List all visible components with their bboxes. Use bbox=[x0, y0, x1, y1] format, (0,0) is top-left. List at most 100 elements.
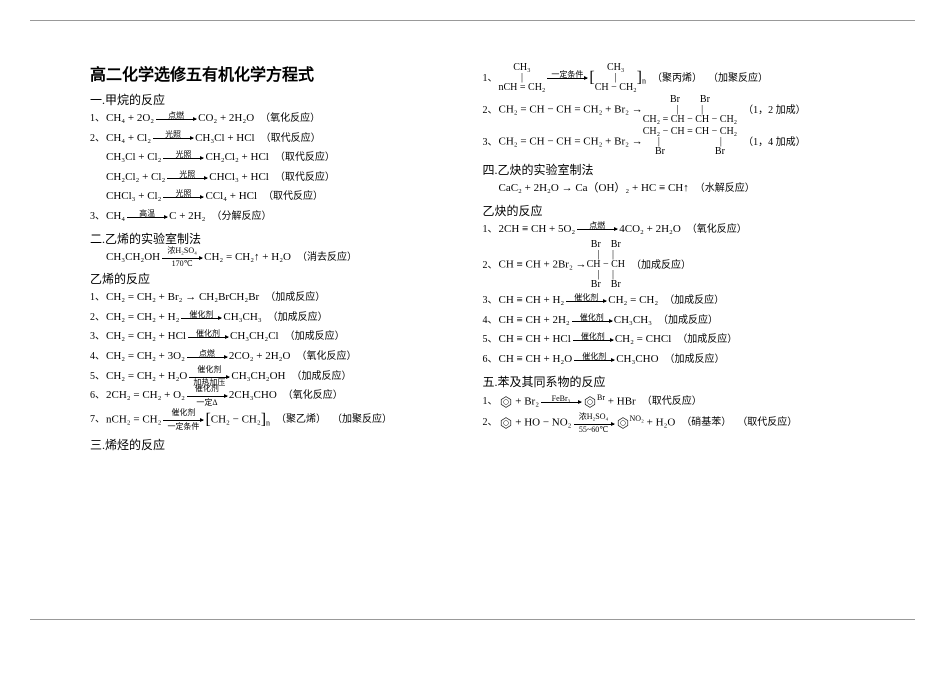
equation-number: 2、 bbox=[90, 310, 106, 326]
equation-note: （氧化反应） bbox=[283, 388, 343, 404]
equation-row: 6、2CH₂ = CH₂ + O₂催化剂一定Δ2CH₃CHO （氧化反应） bbox=[90, 387, 463, 405]
equation-row: 1、CH₃|nCH = CH₂一定条件[CH₃|CH − CH₂]n（聚丙烯）（… bbox=[483, 63, 856, 93]
equation-number: 5、 bbox=[483, 332, 499, 348]
equation-body: + Br₂FeBr₃Br + HBr bbox=[499, 392, 636, 411]
equation-row: 3、CH₂ = CH − CH = CH₂ + Br₂ →CH₂ − CH = … bbox=[483, 127, 856, 157]
right-content: 1、CH₃|nCH = CH₂一定条件[CH₃|CH − CH₂]n（聚丙烯）（… bbox=[483, 63, 856, 432]
equation-body: CH₄ + Cl₂光照CH₃Cl + HCl bbox=[106, 130, 255, 148]
equation-row: 4、CH₂ = CH₂ + 3O₂点燃2CO₂ + 2H₂O （氧化反应） bbox=[90, 348, 463, 366]
left-column: 高二化学选修五有机化学方程式 一.甲烷的反应 1、 CH₄ + 2O₂点燃CO₂ +… bbox=[80, 61, 473, 599]
equation-note: （取代反应） bbox=[261, 131, 321, 147]
equation-row: 1、CH₂ = CH₂ + Br₂ → CH₂BrCH₂Br （加成反应） bbox=[90, 289, 463, 307]
equation-number: 1、 bbox=[90, 290, 106, 306]
equation-note: （加成反应） bbox=[677, 332, 737, 348]
section-heading: 乙烯的反应 bbox=[90, 270, 463, 287]
equation-row: 7、nCH₂ = CH₂催化剂一定条件[CH₂ − CH₂]n（聚乙烯）（加聚反… bbox=[90, 407, 463, 433]
equation-body: CH ≡ CH + H₂催化剂CH₂ = CH₂ bbox=[499, 292, 659, 310]
equation-note: （加成反应） bbox=[265, 290, 325, 306]
left-content: 一.甲烷的反应1、CH₄ + 2O₂点燃CO₂ + 2H₂O（氧化反应）2、CH… bbox=[90, 91, 463, 453]
equation-note: （取代反应） bbox=[275, 150, 335, 166]
equation-body: CH₃CH₂OH浓H₂SO₄170℃CH₂ = CH₂↑ + H₂O bbox=[106, 249, 291, 267]
equation-note: （加成反应） bbox=[285, 329, 345, 345]
equation-note: （氧化反应） bbox=[687, 222, 747, 238]
equation-row: 1、CH₄ + 2O₂点燃CO₂ + 2H₂O（氧化反应） bbox=[90, 110, 463, 128]
equation-note: （1，2 加成） bbox=[743, 103, 806, 119]
equation-body: CH₄ + 2O₂点燃CO₂ + 2H₂O bbox=[106, 110, 254, 128]
equation-number: 3、 bbox=[483, 135, 499, 151]
equation-body: 2CH ≡ CH + 5O₂点燃4CO₂ + 2H₂O bbox=[499, 221, 681, 239]
equation-row: 5、CH₂ = CH₂ + H₂O催化剂加热加压CH₃CH₂OH（加成反应） bbox=[90, 368, 463, 386]
equation-body: CH₂ = CH − CH = CH₂ + Br₂ →Br Br| |CH₂ =… bbox=[499, 95, 738, 125]
equation-number: 3、 bbox=[90, 209, 106, 225]
equation-row: 2、CH₂ = CH − CH = CH₂ + Br₂ →Br Br| |CH₂… bbox=[483, 95, 856, 125]
equation-note: （取代反应） bbox=[737, 415, 797, 431]
equation-note: （加成反应） bbox=[268, 310, 328, 326]
equation-number: 2、 bbox=[483, 103, 499, 119]
equation-number: 2、 bbox=[483, 258, 499, 274]
equation-body: nCH₂ = CH₂催化剂一定条件[CH₂ − CH₂]n（聚乙烯） bbox=[106, 407, 326, 433]
equation-body: + HO − NO₂浓H₂SO₄55~60℃NO₂ + H₂O（硝基苯） bbox=[499, 413, 732, 432]
section-heading: 五.苯及其同系物的反应 bbox=[483, 373, 856, 390]
equation-number: 2、 bbox=[483, 415, 499, 431]
equation-number: 2、 bbox=[90, 131, 106, 147]
equation-row: 1、2CH ≡ CH + 5O₂点燃4CO₂ + 2H₂O （氧化反应） bbox=[483, 221, 856, 239]
equation-body: CHCl₃ + Cl₂光照CCl₄ + HCl bbox=[106, 188, 257, 206]
equation-number: 1、 bbox=[483, 71, 499, 87]
equation-number: 4、 bbox=[483, 313, 499, 329]
section-heading: 乙炔的反应 bbox=[483, 202, 856, 219]
equation-row: 3、CH ≡ CH + H₂催化剂CH₂ = CH₂ （加成反应） bbox=[483, 292, 856, 310]
equation-body: CH ≡ CH + 2H₂催化剂CH₃CH₃ bbox=[499, 312, 652, 330]
equation-body: CH₂ = CH − CH = CH₂ + Br₂ →CH₂ − CH = CH… bbox=[499, 127, 738, 157]
equation-note: （加成反应） bbox=[664, 293, 724, 309]
equation-body: CH₂ = CH₂ + 3O₂点燃2CO₂ + 2H₂O bbox=[106, 348, 290, 366]
document-title: 高二化学选修五有机化学方程式 bbox=[90, 61, 463, 85]
section-heading: 一.甲烷的反应 bbox=[90, 91, 463, 108]
right-column: 1、CH₃|nCH = CH₂一定条件[CH₃|CH − CH₂]n（聚丙烯）（… bbox=[473, 61, 866, 599]
equation-number: 1、 bbox=[483, 222, 499, 238]
equation-note: （氧化反应） bbox=[296, 349, 356, 365]
equation-row: 1、 + Br₂FeBr₃Br + HBr （取代反应） bbox=[483, 392, 856, 411]
equation-tail-note: （聚丙烯） bbox=[652, 73, 702, 84]
equation-row: 2、 + HO − NO₂浓H₂SO₄55~60℃NO₂ + H₂O（硝基苯）（… bbox=[483, 413, 856, 432]
equation-body: CH₂Cl₂ + Cl₂光照CHCl₃ + HCl bbox=[106, 169, 269, 187]
equation-body: 2CH₂ = CH₂ + O₂催化剂一定Δ2CH₃CHO bbox=[106, 387, 277, 405]
equation-note: （加成反应） bbox=[665, 352, 725, 368]
equation-row: 2、CH ≡ CH + 2Br₂ →Br Br| |CH − CH| |Br B… bbox=[483, 240, 856, 290]
equation-row: 2、CH₄ + Cl₂光照CH₃Cl + HCl （取代反应） bbox=[90, 130, 463, 148]
equation-note: （分解反应） bbox=[211, 209, 271, 225]
equation-note: （加成反应） bbox=[658, 313, 718, 329]
equation-row: 3、CH₄高温C + 2H₂ （分解反应） bbox=[90, 208, 463, 226]
equation-note: （加聚反应） bbox=[708, 71, 768, 87]
equation-note: （加成反应） bbox=[292, 369, 352, 385]
section-heading: 三.烯烃的反应 bbox=[90, 436, 463, 453]
equation-note: （1，4 加成） bbox=[743, 135, 806, 151]
equation-tail-note: （硝基苯） bbox=[681, 417, 731, 428]
equation-number: 3、 bbox=[483, 293, 499, 309]
equation-body: CH ≡ CH + H₂O催化剂CH₃CHO bbox=[499, 351, 659, 369]
equation-tail-note: （聚乙烯） bbox=[276, 414, 326, 425]
document-page: 高二化学选修五有机化学方程式 一.甲烷的反应 1、 CH₄ + 2O₂点燃CO₂ +… bbox=[30, 20, 915, 620]
equation-note: （加聚反应） bbox=[332, 412, 392, 428]
equation-row: 6、CH ≡ CH + H₂O催化剂CH₃CHO（加成反应） bbox=[483, 351, 856, 369]
equation-number: 1、 bbox=[483, 394, 499, 410]
section-heading: 四.乙炔的实验室制法 bbox=[483, 161, 856, 178]
equation-number: 4、 bbox=[90, 349, 106, 365]
equation-row: 3、CH₂ = CH₂ + HCl催化剂CH₃CH₂Cl（加成反应） bbox=[90, 328, 463, 346]
equation-note: （水解反应） bbox=[695, 181, 755, 197]
equation-number: 6、 bbox=[90, 388, 106, 404]
equation-body: CH₂ = CH₂ + HCl催化剂CH₃CH₂Cl bbox=[106, 328, 279, 346]
equation-note: （氧化反应） bbox=[260, 111, 320, 127]
equation-body: CH₂ = CH₂ + Br₂ → CH₂BrCH₂Br bbox=[106, 289, 259, 307]
equation-row: 5、CH ≡ CH + HCl催化剂CH₂ = CHCl（加成反应） bbox=[483, 331, 856, 349]
equation-note: （取代反应） bbox=[642, 394, 702, 410]
equation-body: CH₄高温C + 2H₂ bbox=[106, 208, 205, 226]
equation-body: CaC₂ + 2H₂O → Ca（OH）₂ + HC ≡ CH↑ bbox=[499, 180, 689, 198]
equation-note: （取代反应） bbox=[275, 170, 335, 186]
equation-row: 2、CH₂ = CH₂ + H₂催化剂CH₃CH₃（加成反应） bbox=[90, 309, 463, 327]
equation-row: CH₃CH₂OH浓H₂SO₄170℃CH₂ = CH₂↑ + H₂O （消去反应） bbox=[90, 249, 463, 267]
equation-row: CaC₂ + 2H₂O → Ca（OH）₂ + HC ≡ CH↑ （水解反应） bbox=[483, 180, 856, 198]
equation-body: CH₃Cl + Cl₂光照CH₂Cl₂ + HCl bbox=[106, 149, 269, 167]
equation-number: 5、 bbox=[90, 369, 106, 385]
equation-note: （加成反应） bbox=[631, 258, 691, 274]
equation-note: （消去反应） bbox=[297, 250, 357, 266]
